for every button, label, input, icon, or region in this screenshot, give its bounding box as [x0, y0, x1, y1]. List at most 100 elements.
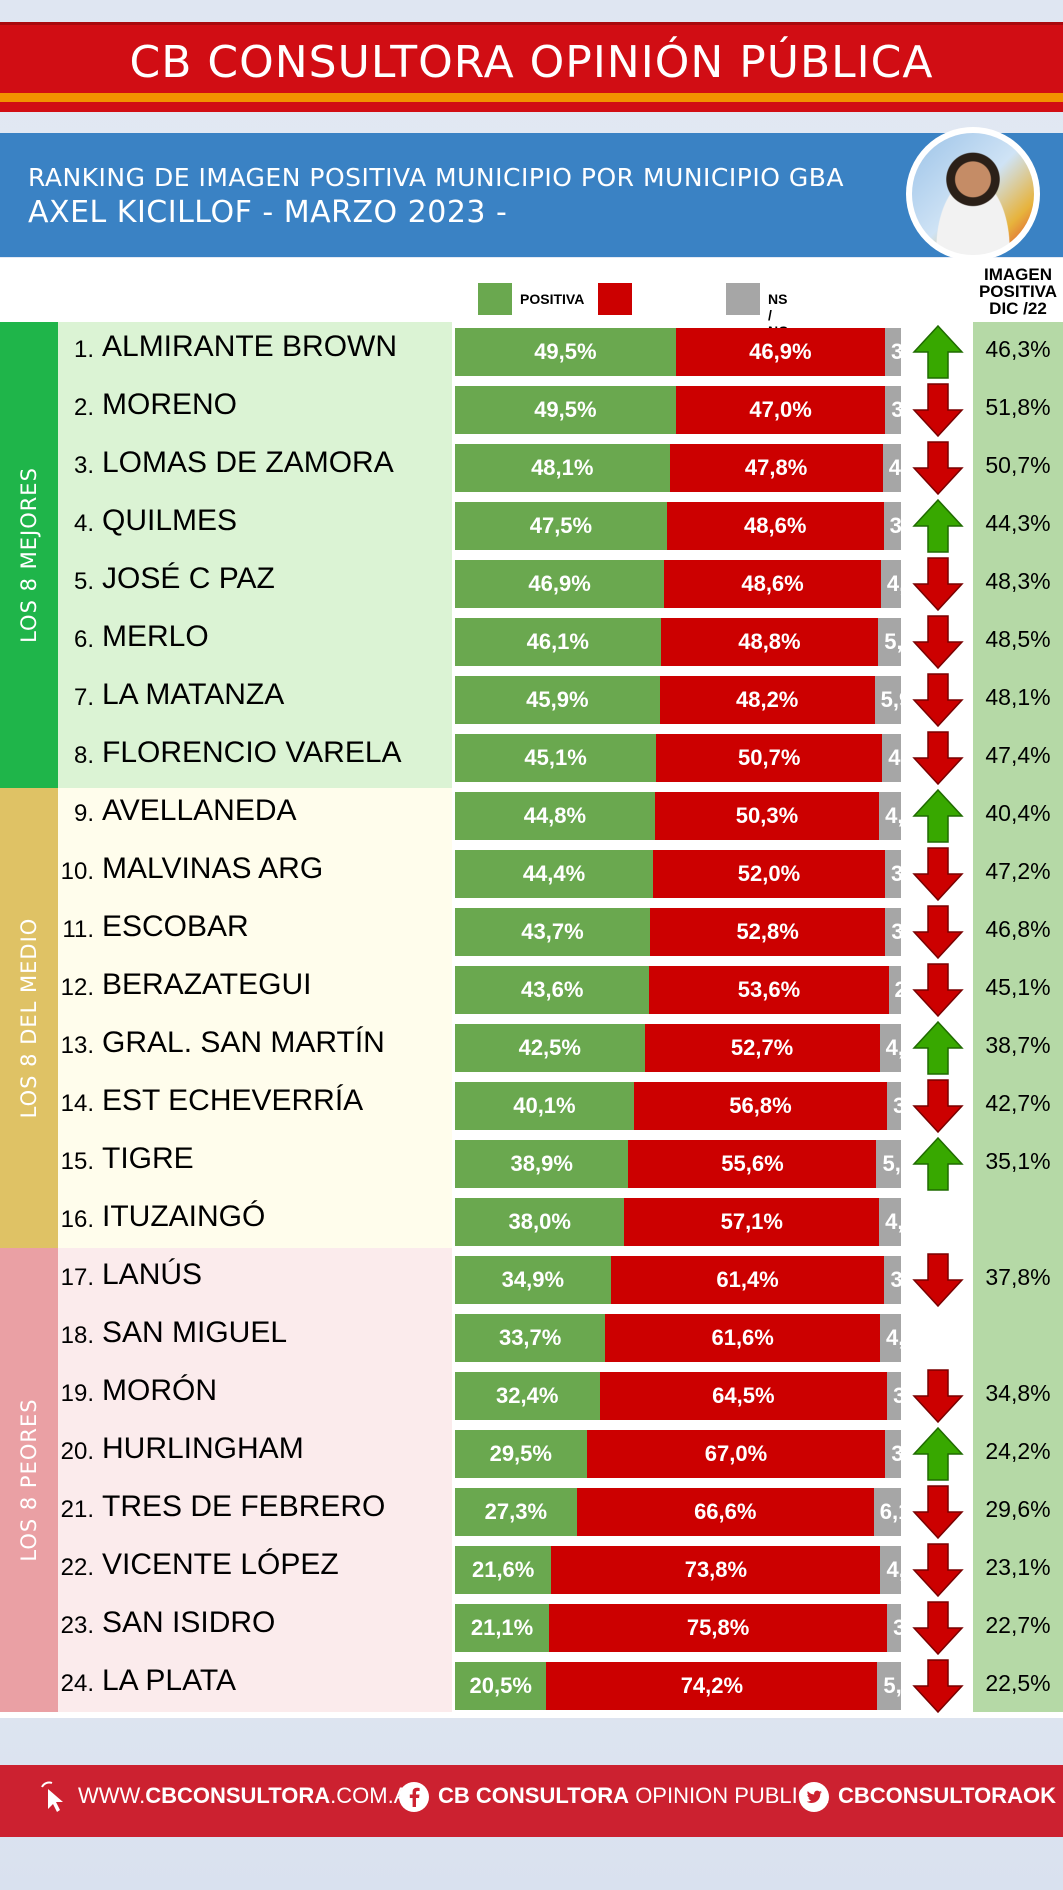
municipality-name: MORÓN: [102, 1374, 217, 1407]
bar-nsnc: 6,1%: [873, 1488, 901, 1536]
prev-positive-value: 40,4%: [985, 800, 1051, 826]
bar-positive: 45,1%: [455, 734, 657, 782]
footer-facebook-bold: CB CONSULTORA: [438, 1783, 630, 1808]
rank-number: 16.: [60, 1206, 94, 1233]
municipality-name: MORENO: [102, 388, 237, 421]
legend-nsnc-swatch: [726, 283, 760, 315]
stacked-bar: 38,9%55,6%5,5%: [455, 1140, 901, 1188]
rank-number: 23.: [60, 1612, 94, 1639]
subtitle-line-2: AXEL KICILLOF - MARZO 2023 -: [28, 195, 508, 230]
subtitle-line-1: RANKING DE IMAGEN POSITIVA MUNICIPIO POR…: [28, 163, 844, 192]
stacked-bar: 44,4%52,0%3,6%: [455, 850, 901, 898]
rank-number: 2.: [73, 394, 94, 421]
prev-positive-value: 50,7%: [985, 452, 1051, 478]
stacked-bar: 48,1%47,8%4,1%: [455, 444, 901, 492]
footer-twitter[interactable]: CBCONSULTORAOK: [838, 1783, 1056, 1809]
arrow-down-icon: [912, 731, 964, 786]
cursor-click-icon: [41, 1781, 63, 1812]
bar-nsnc: 5,3%: [877, 1662, 901, 1710]
table-row: 20. HURLINGHAM 29,5%67,0%3,5% 24,2%: [0, 1424, 1063, 1482]
table-row: 1. ALMIRANTE BROWN 49,5%46,9%3,6% 46,3%: [0, 322, 1063, 380]
prev-column-bg: [973, 322, 1063, 1712]
rank-number: 11.: [62, 916, 94, 943]
bar-negative: 67,0%: [586, 1430, 886, 1478]
table-row: 2. MORENO 49,5%47,0%3,5% 51,8%: [0, 380, 1063, 438]
bar-nsnc: 3,5%: [885, 386, 901, 434]
bar-negative: 50,3%: [654, 792, 880, 840]
prev-positive-value: 38,7%: [985, 1032, 1051, 1058]
rank-number: 4.: [73, 510, 94, 537]
stacked-bar: 21,6%73,8%4,6%: [455, 1546, 901, 1594]
rank-number: 12.: [60, 974, 94, 1001]
table-row: 15. TIGRE 38,9%55,6%5,5% 35,1%: [0, 1134, 1063, 1192]
stacked-bar: 34,9%61,4%3,7%: [455, 1256, 901, 1304]
stacked-bar: 33,7%61,6%4,7%: [455, 1314, 901, 1362]
bar-nsnc: 4,8%: [879, 1024, 901, 1072]
prev-positive-value: 51,8%: [985, 394, 1051, 420]
rank-number: 5.: [73, 568, 94, 595]
bar-positive: 21,1%: [455, 1604, 550, 1652]
bar-positive: 44,8%: [455, 792, 655, 840]
municipality-name: SAN MIGUEL: [102, 1316, 288, 1349]
bar-negative: 52,0%: [653, 850, 885, 898]
bar-nsnc: 4,9%: [879, 1198, 901, 1246]
stacked-bar: 47,5%48,6%3,9%: [455, 502, 901, 550]
municipality-name: ESCOBAR: [102, 910, 249, 943]
municipality-name: VICENTE LÓPEZ: [102, 1548, 339, 1581]
table-row: 22. VICENTE LÓPEZ 21,6%73,8%4,6% 23,1%: [0, 1540, 1063, 1598]
footer-twitter-handle: CBCONSULTORAOK: [838, 1783, 1056, 1808]
arrow-down-icon: [912, 1369, 964, 1424]
rank-number: 15.: [60, 1148, 94, 1175]
bar-negative: 53,6%: [649, 966, 889, 1014]
table-row: 5. JOSÉ C PAZ 46,9%48,6%4,5% 48,3%: [0, 554, 1063, 612]
footer-facebook[interactable]: CB CONSULTORA OPINION PUBLICA: [438, 1783, 828, 1809]
stacked-bar: 49,5%46,9%3,6%: [455, 328, 901, 376]
bar-negative: 75,8%: [549, 1604, 888, 1652]
stacked-bar: 20,5%74,2%5,3%: [455, 1662, 901, 1710]
prev-positive-value: 29,6%: [985, 1496, 1051, 1522]
prev-positive-value: 48,5%: [985, 626, 1051, 652]
table-row: 19. MORÓN 32,4%64,5%3,1% 34,8%: [0, 1366, 1063, 1424]
prev-positive-value: 47,2%: [985, 858, 1051, 884]
table-row: 11. ESCOBAR 43,7%52,8%3,5% 46,8%: [0, 902, 1063, 960]
bar-negative: 48,6%: [664, 560, 881, 608]
bar-negative: 47,0%: [675, 386, 886, 434]
footer-website-prefix: WWW.: [78, 1783, 146, 1808]
arrow-down-icon: [912, 673, 964, 728]
rank-number: 3.: [73, 452, 94, 479]
municipality-name: TIGRE: [102, 1142, 194, 1175]
twitter-icon: [799, 1782, 829, 1812]
arrow-down-icon: [912, 557, 964, 612]
bar-nsnc: 5,5%: [876, 1140, 901, 1188]
rank-number: 20.: [60, 1438, 94, 1465]
municipality-name: ALMIRANTE BROWN: [102, 330, 398, 363]
rank-number: 14.: [60, 1090, 94, 1117]
bar-nsnc: 4,5%: [880, 560, 901, 608]
bar-negative: 56,8%: [633, 1082, 888, 1130]
table-row: 14. EST ECHEVERRÍA 40,1%56,8%3,1% 42,7%: [0, 1076, 1063, 1134]
bar-positive: 32,4%: [455, 1372, 600, 1420]
prev-positive-value: 47,4%: [985, 742, 1051, 768]
prev-positive-value: 46,8%: [985, 916, 1051, 942]
facebook-icon: [399, 1782, 429, 1812]
legend-positive-label: POSITIVA: [520, 291, 585, 307]
rank-number: 13.: [60, 1032, 94, 1059]
legend-negative-swatch: [598, 283, 632, 315]
table-row: 13. GRAL. SAN MARTÍN 42,5%52,7%4,8% 38,7%: [0, 1018, 1063, 1076]
bar-negative: 64,5%: [599, 1372, 888, 1420]
bar-nsnc: 3,5%: [885, 1430, 901, 1478]
stacked-bar: 45,9%48,2%5,9%: [455, 676, 901, 724]
bar-positive: 43,7%: [455, 908, 650, 956]
arrow-up-icon: [912, 1426, 964, 1481]
arrow-down-icon: [912, 1253, 964, 1308]
bar-positive: 47,5%: [455, 502, 667, 550]
title-banner: CB CONSULTORA OPINIÓN PÚBLICA: [0, 22, 1063, 112]
municipality-name: EST ECHEVERRÍA: [102, 1084, 364, 1117]
rank-number: 9.: [73, 800, 94, 827]
bar-negative: 47,8%: [669, 444, 883, 492]
prev-column-header: IMAGEN POSITIVA DIC /22: [973, 266, 1063, 317]
bar-nsnc: 3,5%: [885, 908, 901, 956]
table-row: 4. QUILMES 47,5%48,6%3,9% 44,3%: [0, 496, 1063, 554]
footer-website[interactable]: WWW.CBCONSULTORA.COM.AR: [78, 1783, 424, 1809]
arrow-down-icon: [912, 847, 964, 902]
